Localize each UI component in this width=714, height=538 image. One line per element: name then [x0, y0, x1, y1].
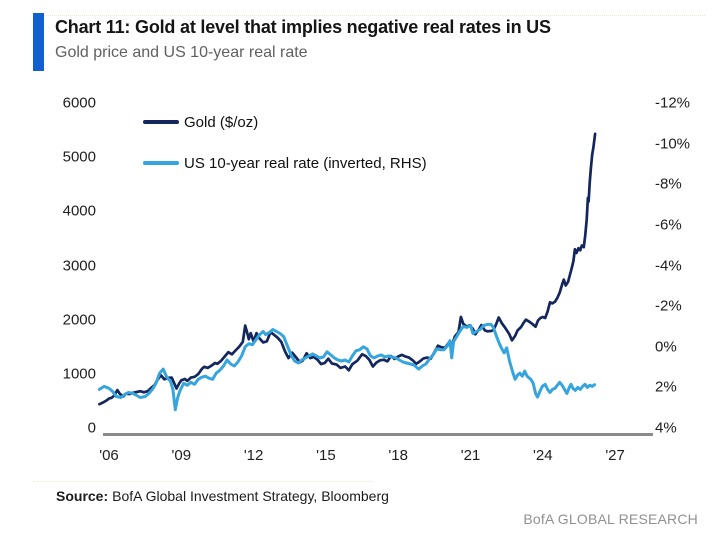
source-text: BofA Global Investment Strategy, Bloombe…: [112, 488, 389, 504]
brand-mark: BofA GLOBAL RESEARCH: [523, 511, 698, 527]
axis-tick-right: -12%: [655, 94, 691, 112]
chart-title: Chart 11: Gold at level that implies neg…: [55, 17, 551, 37]
axis-tick-left: 2000: [62, 311, 96, 329]
axis-tick-left: 5000: [62, 148, 96, 166]
axis-tick-right: 0%: [655, 338, 677, 356]
legend: Gold ($/oz) US 10-year real rate (invert…: [143, 112, 427, 194]
axis-tick-right: -6%: [655, 216, 682, 234]
x-axis-tick: '15: [316, 447, 336, 464]
axis-tick-right: -2%: [655, 297, 682, 315]
x-axis-tick: '24: [533, 447, 553, 464]
source-note: Source: BofA Global Investment Strategy, …: [56, 488, 389, 504]
axis-tick-left: 1000: [62, 365, 96, 383]
x-axis-tick: '06: [99, 447, 119, 464]
legend-item-gold: Gold ($/oz): [143, 112, 427, 132]
axis-tick-right: -10%: [655, 135, 691, 153]
axis-tick-left: 4000: [62, 202, 96, 220]
axis-tick-left: 6000: [62, 94, 96, 112]
x-axis-line: [103, 433, 653, 436]
axis-tick-right: 2%: [655, 378, 677, 396]
chart-subtitle: Gold price and US 10-year real rate: [55, 44, 308, 61]
source-label: Source:: [56, 488, 109, 504]
axis-tick-right: -8%: [655, 175, 682, 193]
axis-tick-right: 4%: [655, 419, 677, 437]
axis-tick-left: 0: [87, 419, 96, 437]
legend-label-gold: Gold ($/oz): [184, 113, 259, 131]
x-axis-tick: '18: [388, 447, 408, 464]
axis-tick-left: 3000: [62, 257, 96, 274]
x-axis-tick: '12: [243, 447, 264, 464]
x-axis-tick: '21: [460, 447, 481, 464]
legend-label-real-rate: US 10-year real rate (inverted, RHS): [184, 154, 427, 172]
axis-tick-right: -4%: [655, 257, 682, 274]
real-rate-line: [97, 322, 597, 412]
x-axis-tick: '09: [171, 447, 192, 464]
legend-item-real-rate: US 10-year real rate (inverted, RHS): [143, 153, 427, 173]
top-divider: [33, 15, 705, 16]
gold-line-swatch: [143, 120, 179, 124]
real-rate-line-swatch: [143, 161, 179, 165]
x-axis-tick: '27: [605, 447, 625, 464]
title-accent-bar: [33, 13, 44, 71]
footer-divider: [33, 481, 373, 482]
